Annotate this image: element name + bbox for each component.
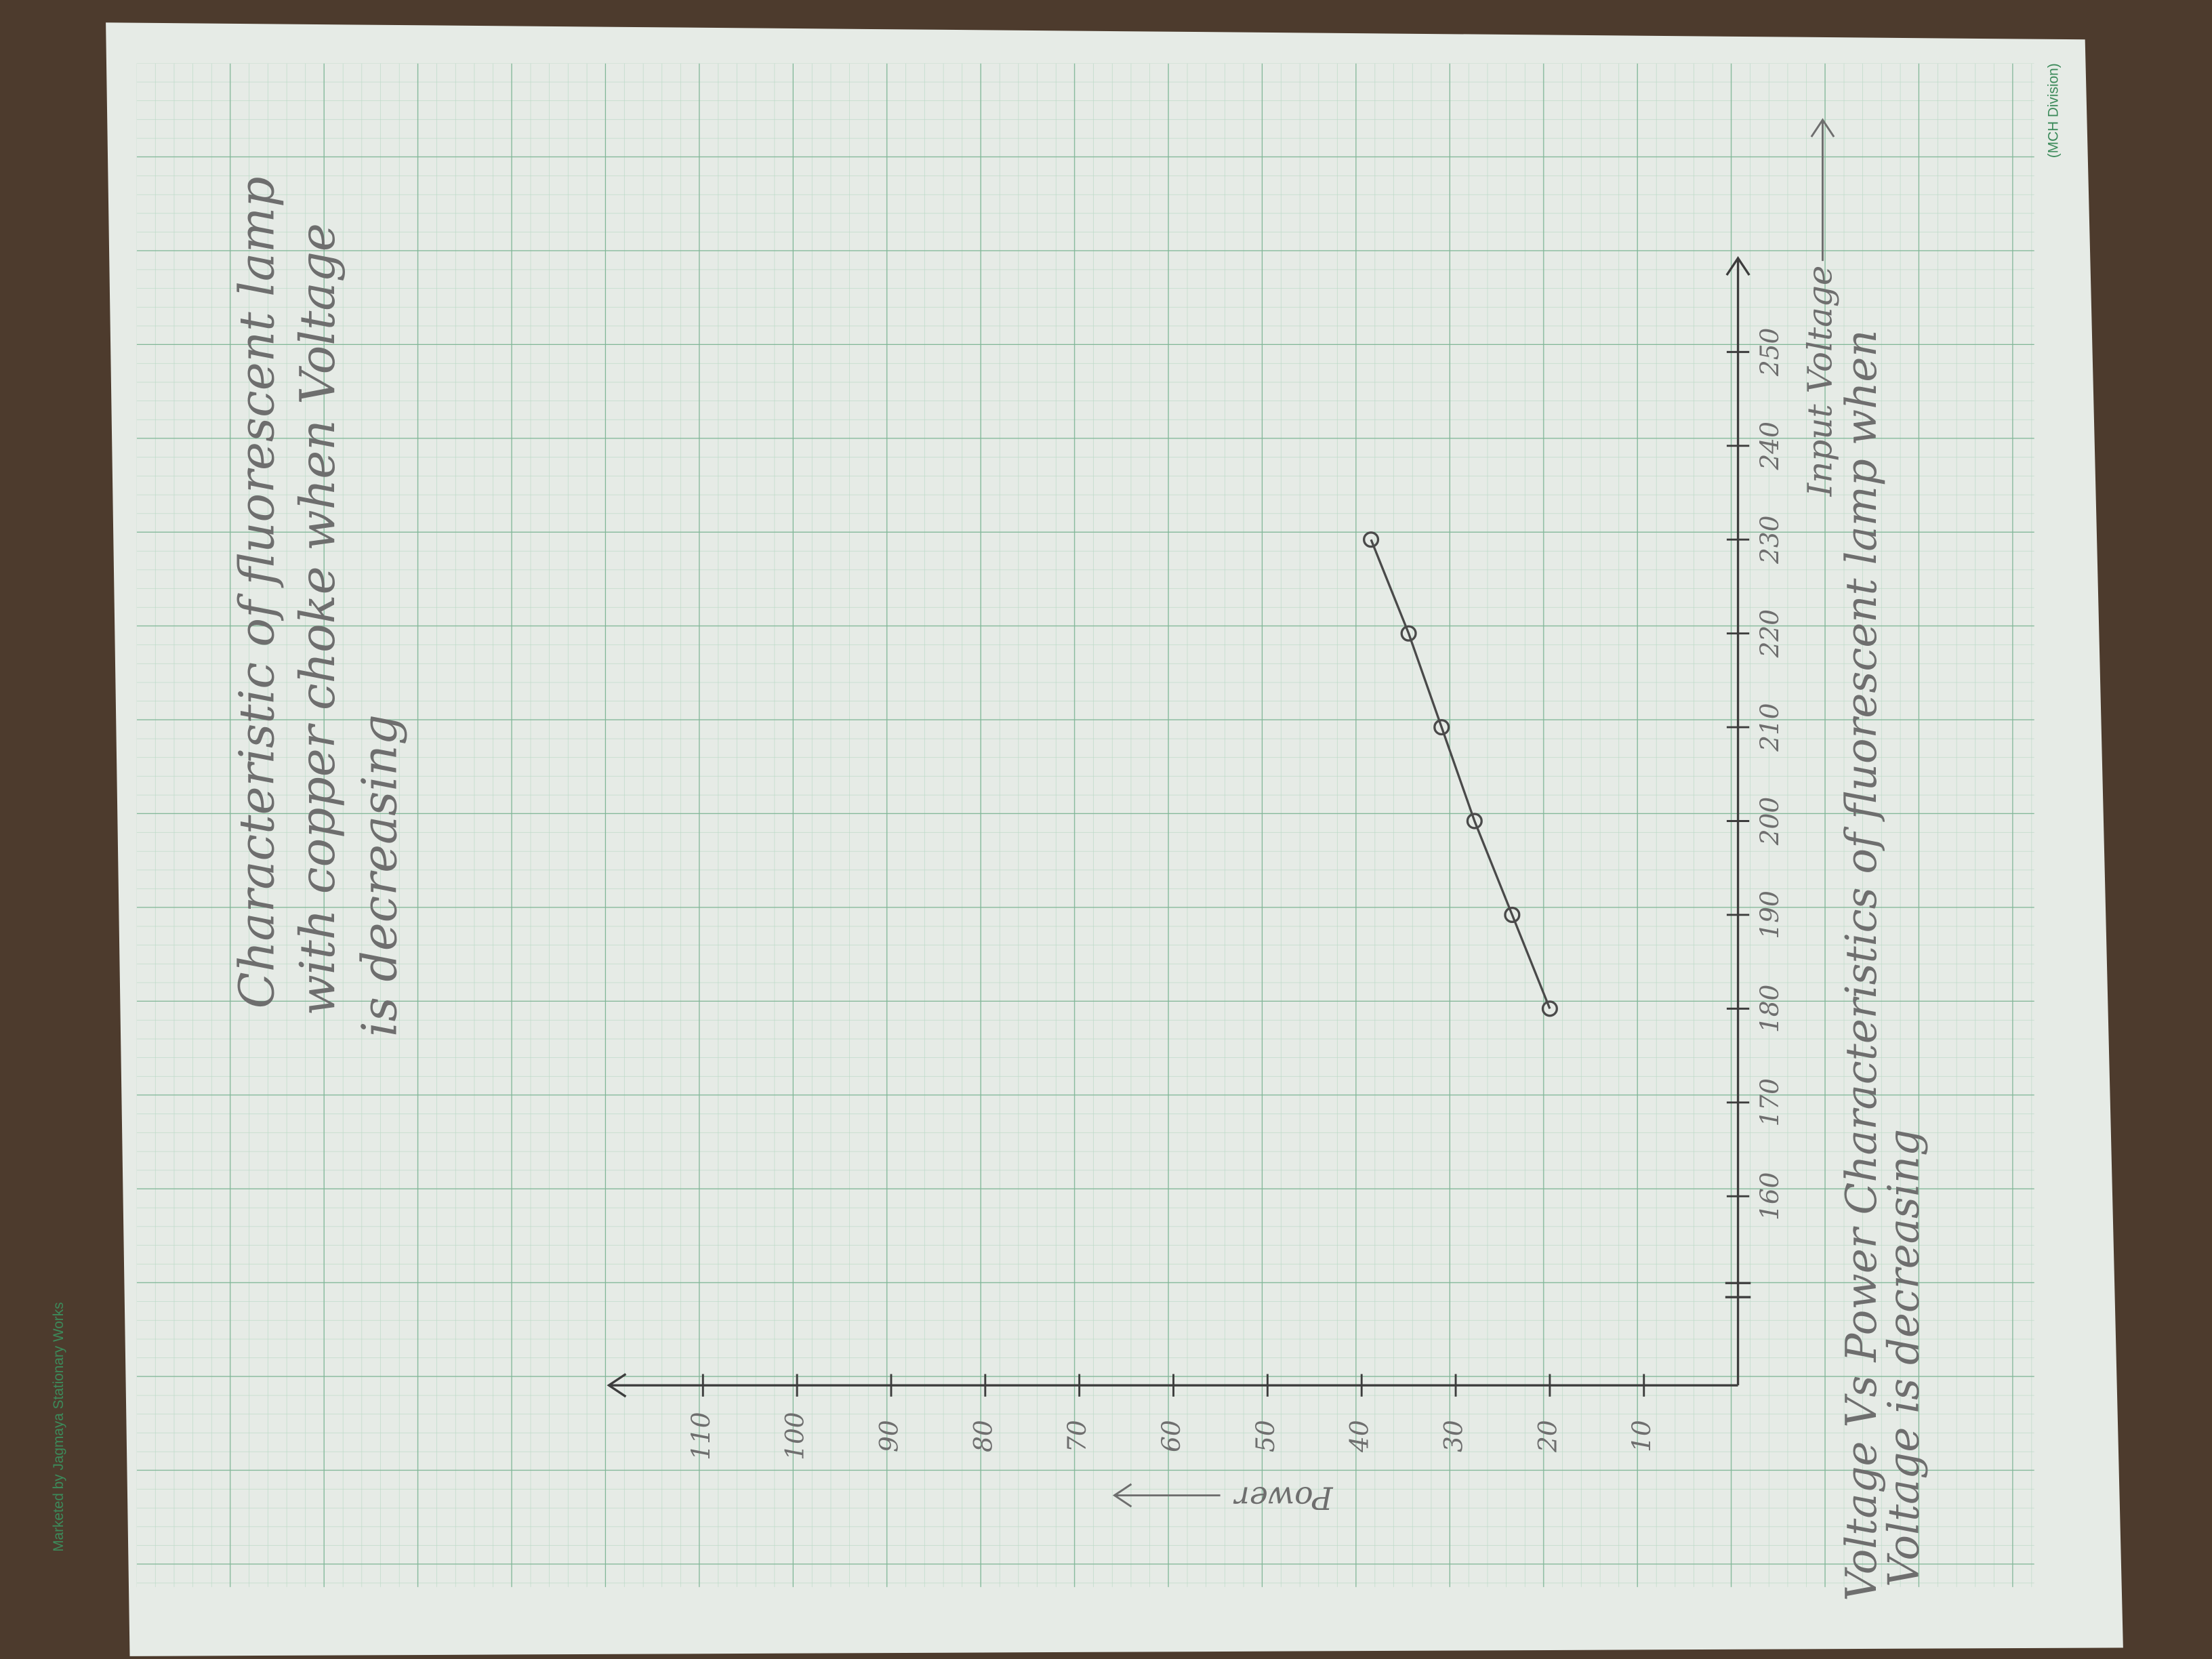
chart-caption: Voltage Vs Power Characteristics of fluo… [1837,329,1886,1601]
data-point [1541,1000,1558,1017]
y-tick-label: 60 [1156,1420,1186,1452]
y-tick-label: 10 [1626,1420,1656,1452]
data-line [1370,539,1551,1009]
y-axis-label: Power [1233,1480,1334,1517]
chart-title: Characteristic of fluorescent lamp [229,177,285,1009]
y-tick-label: 80 [968,1420,998,1452]
data-point [1400,625,1417,642]
y-tick-label: 40 [1345,1420,1374,1453]
y-tick-label: 100 [780,1412,810,1460]
x-tick-label: 180 [1755,985,1784,1033]
data-point [1433,719,1450,736]
chart-caption: Voltage is decreasing [1879,1129,1928,1587]
data-point [1504,906,1521,924]
y-tick-label: 70 [1062,1420,1092,1452]
x-tick-label: 170 [1755,1078,1784,1127]
x-label-arrow [1810,118,1835,262]
y-axis-arrow [607,1373,627,1398]
x-tick-label: 200 [1755,797,1784,846]
x-tick-label: 190 [1755,890,1784,939]
x-tick-label: 250 [1755,328,1784,377]
y-tick-label: 20 [1532,1420,1562,1453]
chart-title: is decreasing [352,714,408,1037]
paper-brand: Marketed by Jagmaya Stationary Works [51,1302,66,1551]
x-tick-label: 230 [1755,515,1784,565]
chart-title: with copper choke when Voltage [289,223,346,1016]
y-tick-label: 50 [1250,1420,1280,1452]
y-tick-label: 90 [874,1420,903,1452]
x-tick-label: 220 [1755,609,1784,659]
y-label-arrow [1112,1483,1221,1508]
x-tick-label: 210 [1755,703,1784,752]
chart: 160 170 180 190 200 210 220 230 240 250 10 20 30 40 50… [229,118,1928,1601]
x-tick-label: 240 [1755,422,1784,471]
x-axis-label: Input Voltage [1800,266,1839,497]
data-point [1363,531,1380,548]
data-point [1466,813,1483,830]
x-tick-label: 160 [1755,1172,1784,1221]
y-tick-label: 30 [1439,1420,1469,1452]
paper-division: (MCH Division) [2045,63,2061,158]
y-tick-label: 110 [686,1412,716,1460]
x-axis-arrow [1725,255,1750,276]
major-grid [136,63,2034,1587]
